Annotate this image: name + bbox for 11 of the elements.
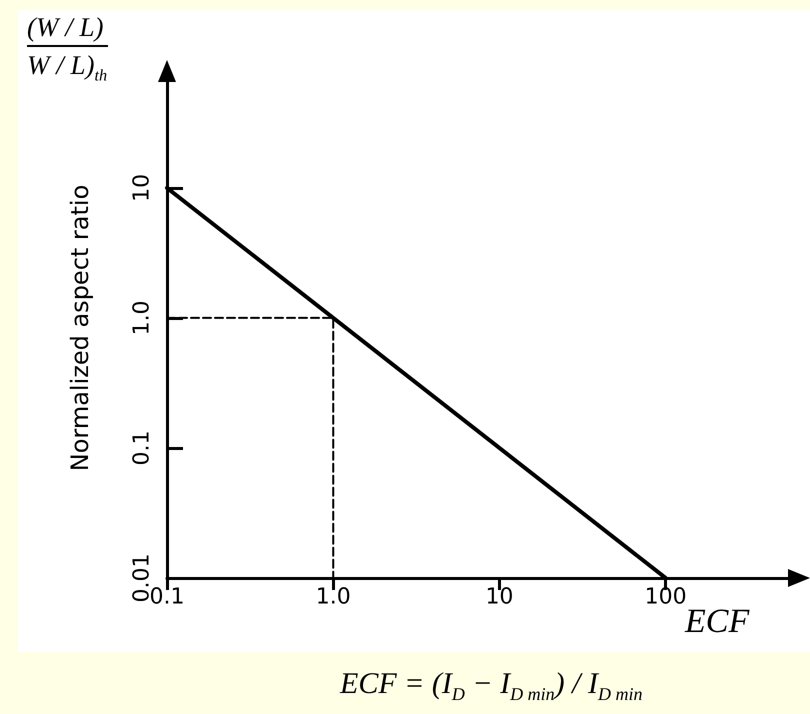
y-tick-label: 1.0: [130, 300, 154, 336]
y-tick-label: 10: [130, 174, 154, 202]
x-tick-label: 1.0: [316, 584, 351, 610]
y-tick-label: 0.1: [130, 430, 154, 466]
text: (W / L): [27, 12, 108, 47]
x-tick-label: 100: [644, 584, 687, 610]
y-axis-title: Normalized aspect ratio: [66, 184, 94, 472]
x-tick-label: 10: [485, 584, 514, 610]
x-axis-title: ECF: [685, 603, 750, 641]
text: ECF = (I$_{D}$ − I$_{D min}$) / I$_{D min}$: [340, 667, 642, 705]
text: W / L)$_{th}$: [27, 50, 108, 86]
